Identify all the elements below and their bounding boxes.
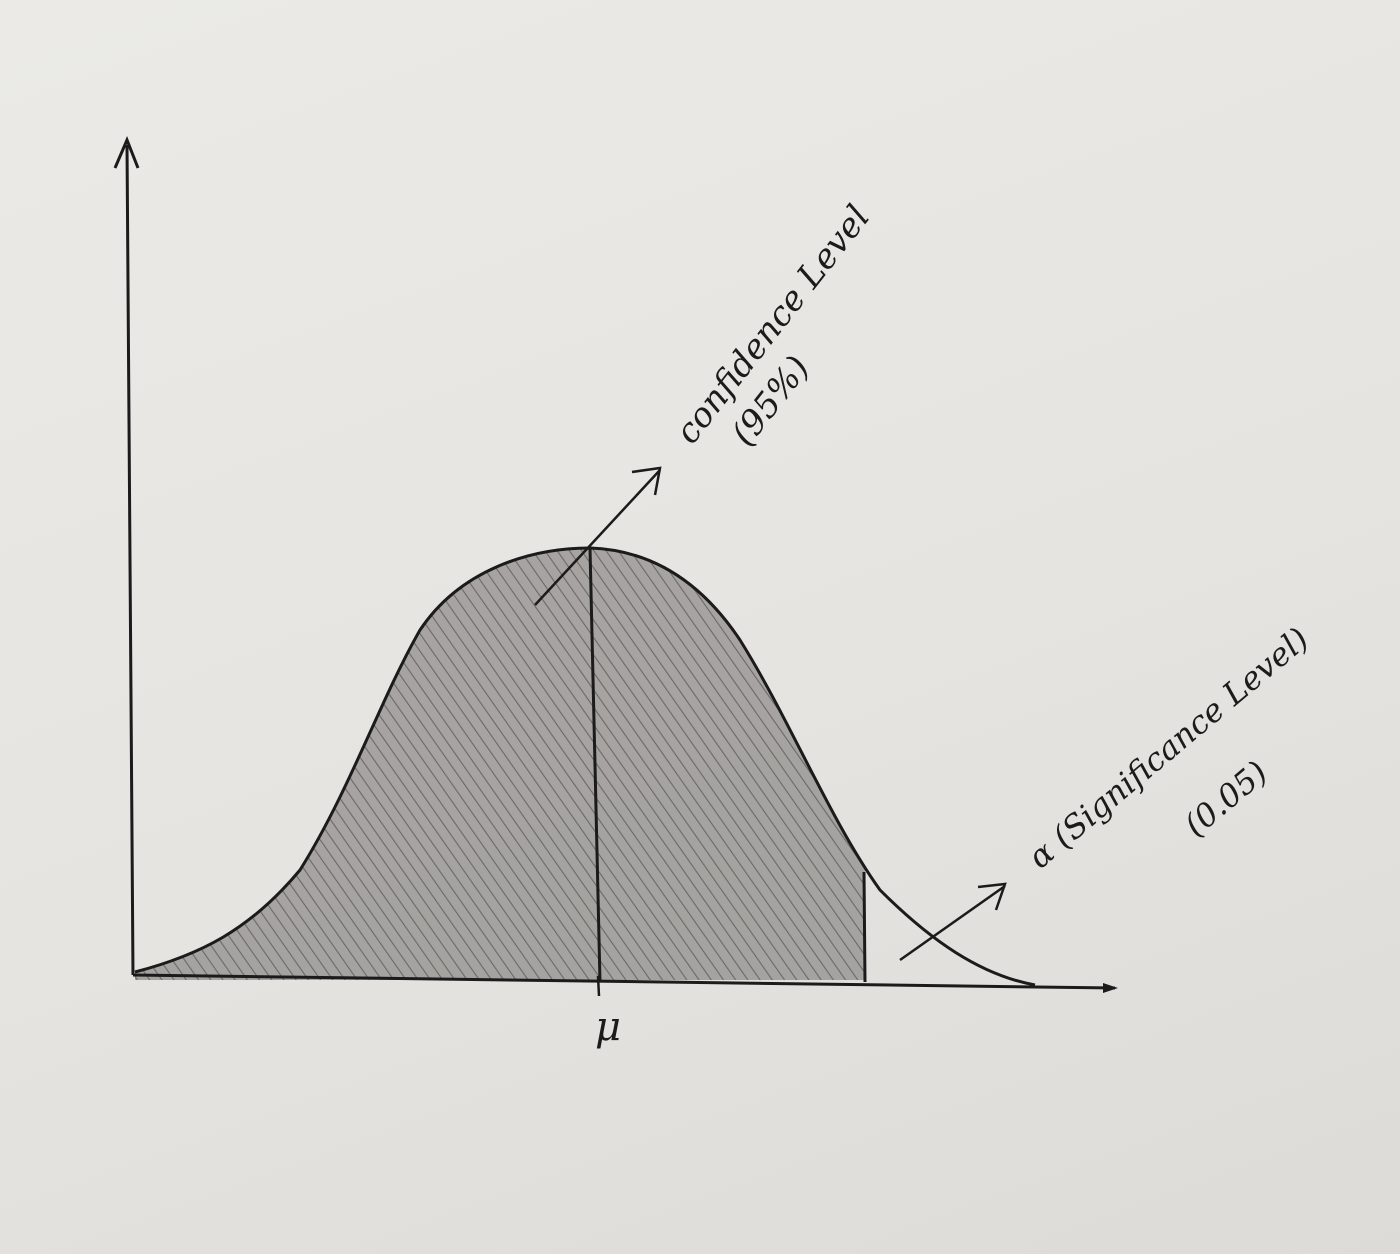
bell-curve [134, 546, 1036, 987]
significance-level-label: α (Significance Level) [1021, 620, 1316, 876]
significance-arrowhead [977, 882, 1007, 911]
confidence-arrow [534, 469, 661, 606]
x-axis-arrowhead [1103, 983, 1118, 993]
mean-line [588, 547, 602, 983]
critical-value-line [862, 871, 867, 983]
confidence-arrowhead [631, 466, 662, 496]
mean-tick [596, 975, 601, 997]
significance-level-value: (0.05) [1177, 753, 1275, 844]
significance-arrow [899, 884, 1006, 962]
mean-label: μ [595, 1004, 621, 1050]
y-axis-arrowhead [113, 136, 140, 169]
x-axis [132, 973, 1116, 990]
y-axis [125, 144, 135, 976]
